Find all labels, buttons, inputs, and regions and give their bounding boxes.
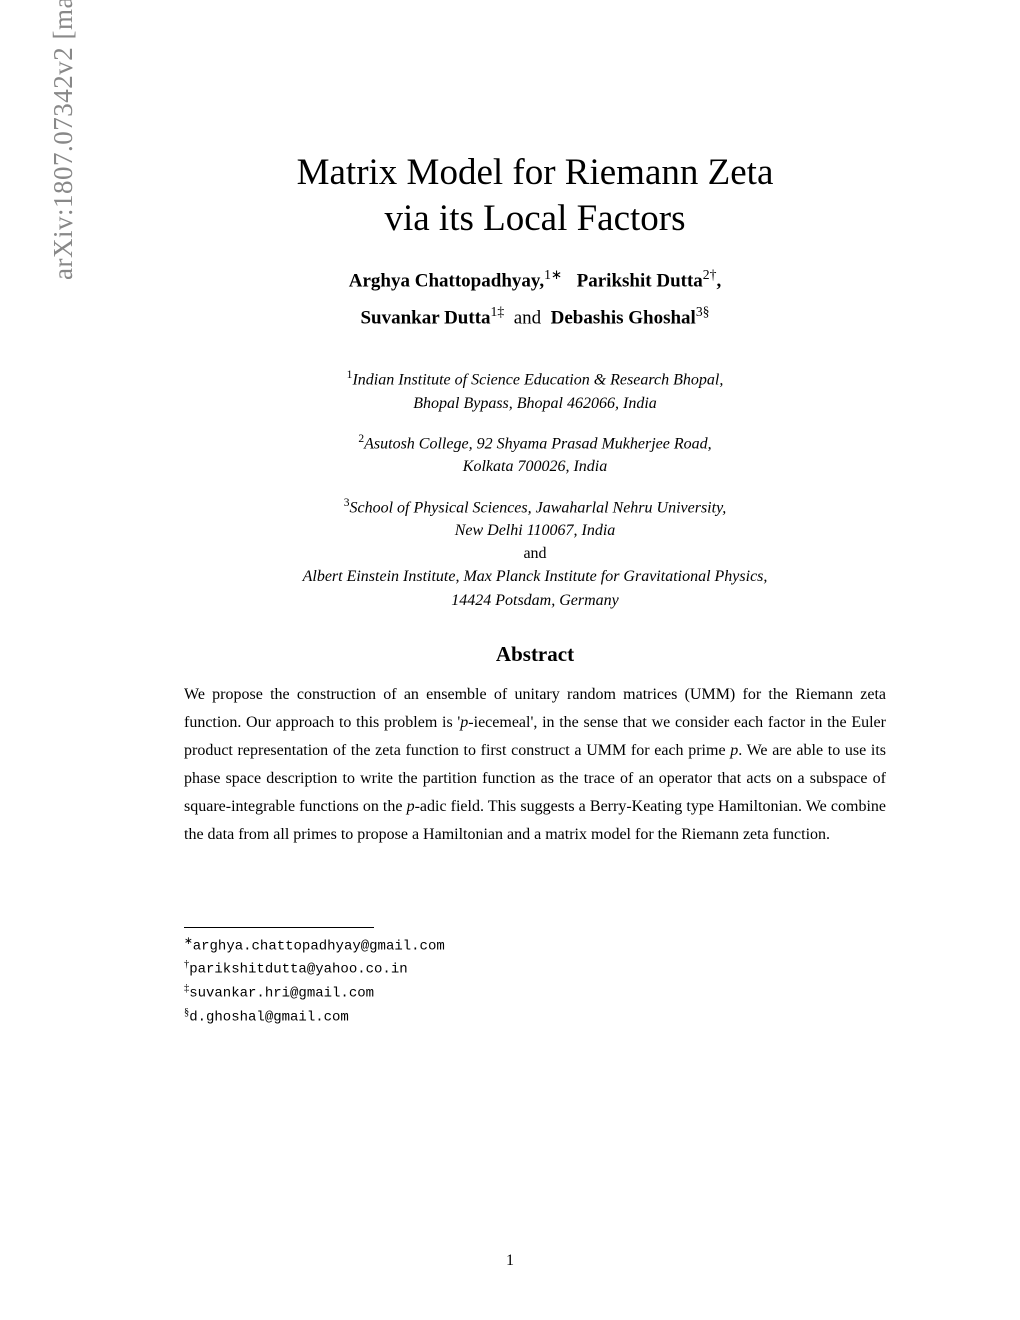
footnote-1-symbol: ∗	[184, 936, 193, 947]
affil-1-line-2: Bhopal Bypass, Bhopal 462066, India	[413, 395, 657, 412]
paper-title: Matrix Model for Riemann Zeta via its Lo…	[170, 150, 900, 243]
author-2-affil-marker: 2†	[703, 267, 717, 282]
page-number: 1	[0, 1252, 1020, 1270]
footnote-1-email: arghya.chattopadhyay@gmail.com	[193, 938, 445, 954]
abstract-heading: Abstract	[170, 642, 900, 667]
author-1-affil-marker: 1∗	[544, 267, 562, 282]
author-2-name: Parikshit Dutta	[577, 270, 703, 291]
footnotes: ∗arghya.chattopadhyay@gmail.com †pariksh…	[184, 934, 900, 1028]
affiliations: 1Indian Institute of Science Education &…	[170, 367, 900, 612]
footnote-2-email: parikshitdutta@yahoo.co.in	[189, 962, 407, 978]
author-4-affil-marker: 3§	[696, 304, 710, 319]
affil-1-line-1: Indian Institute of Science Education & …	[352, 371, 723, 388]
affiliation-2: 2Asutosh College, 92 Shyama Prasad Mukhe…	[170, 431, 900, 479]
title-line-2: via its Local Factors	[384, 198, 685, 239]
authors-line-2: Suvankar Dutta1‡ and Debashis Ghoshal3§	[170, 304, 900, 329]
footnote-3: ‡suvankar.hri@gmail.com	[184, 981, 900, 1004]
affil-3-and: and	[523, 545, 546, 562]
footnote-1: ∗arghya.chattopadhyay@gmail.com	[184, 934, 900, 957]
footnote-rule	[184, 927, 374, 928]
authors-block: Arghya Chattopadhyay,1∗ Parikshit Dutta2…	[170, 267, 900, 330]
affil-2-line-2: Kolkata 700026, India	[463, 458, 607, 475]
author-2-trail: ,	[716, 270, 721, 291]
footnote-2: †parikshitdutta@yahoo.co.in	[184, 957, 900, 980]
footnote-4: §d.ghoshal@gmail.com	[184, 1005, 900, 1028]
abstract-italic-3: p	[407, 798, 415, 815]
authors-line-1: Arghya Chattopadhyay,1∗ Parikshit Dutta2…	[170, 267, 900, 292]
footnote-3-email: suvankar.hri@gmail.com	[189, 985, 374, 1001]
affil-2-line-1: Asutosh College, 92 Shyama Prasad Mukher…	[364, 435, 712, 452]
affil-3-line-3: Albert Einstein Institute, Max Planck In…	[303, 568, 768, 585]
author-3-affil-marker: 1‡	[491, 304, 505, 319]
affiliation-3: 3School of Physical Sciences, Jawaharlal…	[170, 495, 900, 612]
affil-3-line-2: New Delhi 110067, India	[455, 522, 616, 539]
author-4-name: Debashis Ghoshal	[551, 307, 696, 328]
abstract-body: We propose the construction of an ensemb…	[184, 681, 886, 849]
affil-3-line-4: 14424 Potsdam, Germany	[451, 592, 619, 609]
affil-3-line-1: School of Physical Sciences, Jawaharlal …	[349, 499, 726, 516]
title-line-1: Matrix Model for Riemann Zeta	[297, 152, 774, 193]
author-3-name: Suvankar Dutta	[360, 307, 490, 328]
footnote-4-email: d.ghoshal@gmail.com	[189, 1009, 349, 1025]
author-1-name: Arghya Chattopadhyay,	[349, 270, 544, 291]
affiliation-1: 1Indian Institute of Science Education &…	[170, 367, 900, 415]
author-and: and	[514, 307, 541, 328]
